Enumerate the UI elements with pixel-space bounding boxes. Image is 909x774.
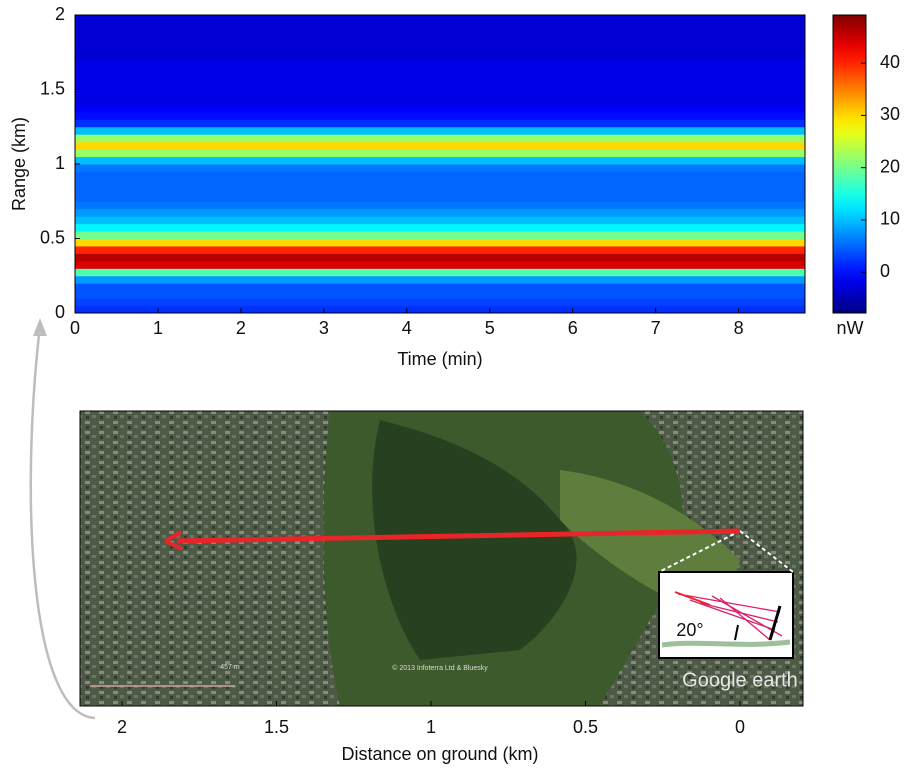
heatmap-cell	[75, 134, 805, 143]
heatmap-cell	[75, 171, 805, 180]
heatmap-cell	[75, 283, 805, 292]
heatmap-cell	[75, 126, 805, 135]
heatmap-cell	[75, 290, 805, 299]
scale-label: 457 m	[220, 664, 240, 671]
x-tick-label: 1	[153, 318, 163, 338]
heatmap-cell	[75, 186, 805, 195]
heatmap-cell	[75, 275, 805, 284]
colorbar-tick-label: 0	[880, 261, 890, 281]
heatmap-cell	[75, 74, 805, 83]
heatmap-cell	[75, 67, 805, 76]
x-tick-label: 3	[319, 318, 329, 338]
heatmap-cell	[75, 245, 805, 254]
heatmap-cell	[75, 201, 805, 210]
x-axis-label: Distance on ground (km)	[341, 744, 538, 764]
colorbar-tick-label: 40	[880, 52, 900, 72]
heatmap-cell	[75, 193, 805, 202]
heatmap-cell	[75, 29, 805, 38]
heatmap-cell	[75, 164, 805, 172]
heatmap-cell	[75, 149, 805, 158]
heatmap-cell	[75, 253, 805, 262]
link-arrow	[29, 324, 96, 720]
x-tick-label: 4	[402, 318, 412, 338]
angle-label: 20°	[676, 620, 703, 640]
x-tick-label: 1	[426, 717, 436, 737]
path-arrow-head	[164, 530, 184, 551]
heatmap-cell	[75, 22, 805, 31]
x-tick-label: 6	[568, 318, 578, 338]
satellite-image	[80, 411, 803, 706]
inset	[658, 530, 794, 659]
colorbar-tick-label: 30	[880, 104, 900, 124]
heatmap-cell	[75, 119, 805, 128]
x-tick-label: 0	[735, 717, 745, 737]
x-tick-label: 2	[117, 717, 127, 737]
heatmap-cell	[75, 231, 805, 239]
image-frame	[79, 410, 804, 707]
x-tick-label: 8	[734, 318, 744, 338]
x-tick-label: 2	[236, 318, 246, 338]
heatmap-cell	[75, 44, 805, 53]
colorbar-label: nW	[837, 318, 864, 338]
y-tick-label: 0	[55, 302, 65, 322]
heatmap-cell	[75, 268, 805, 277]
x-tick-label: 0.5	[573, 717, 598, 737]
heatmap-cell	[75, 59, 805, 68]
x-tick-label: 5	[485, 318, 495, 338]
heatmap-cell	[75, 37, 805, 46]
heatmap-cell	[75, 305, 805, 314]
copyright: © 2013 Infoterra Ltd & Bluesky	[392, 664, 488, 672]
y-axis-label: Range (km)	[9, 117, 29, 211]
heatmap-cell	[75, 89, 805, 98]
colorbar-tick-label: 10	[880, 209, 900, 229]
heatmap-cell	[75, 238, 805, 247]
y-tick-label: 1.5	[40, 78, 65, 98]
x-tick-label: 0	[70, 318, 80, 338]
x-axis-label: Time (min)	[397, 349, 482, 369]
heatmap-cell	[75, 96, 805, 105]
heatmap-cell	[75, 216, 805, 225]
heatmap-cell	[75, 208, 805, 217]
heatmap-cell	[75, 178, 805, 187]
heatmap-cell	[75, 260, 805, 269]
heatmap-cell	[75, 141, 805, 150]
colorbar	[832, 14, 867, 314]
y-tick-label: 1	[55, 153, 65, 173]
heatmap-cell	[75, 223, 805, 232]
colorbar-tick-label: 20	[880, 156, 900, 176]
heatmap-cell	[75, 156, 805, 165]
heatmap-cell	[75, 82, 805, 90]
heatmap-cell	[75, 111, 805, 120]
x-tick-label: 1.5	[264, 717, 289, 737]
heatmap-cell	[75, 15, 805, 23]
heatmap	[75, 15, 805, 314]
path-arrow	[177, 528, 741, 544]
x-tick-label: 7	[651, 318, 661, 338]
heatmap-cell	[75, 298, 805, 307]
link-arrow-head	[33, 318, 47, 336]
y-tick-label: 0.5	[40, 227, 65, 247]
y-tick-label: 2	[55, 4, 65, 24]
heatmap-cell	[75, 104, 805, 113]
heatmap-cell	[75, 52, 805, 61]
watermark: Google earth	[682, 669, 798, 691]
